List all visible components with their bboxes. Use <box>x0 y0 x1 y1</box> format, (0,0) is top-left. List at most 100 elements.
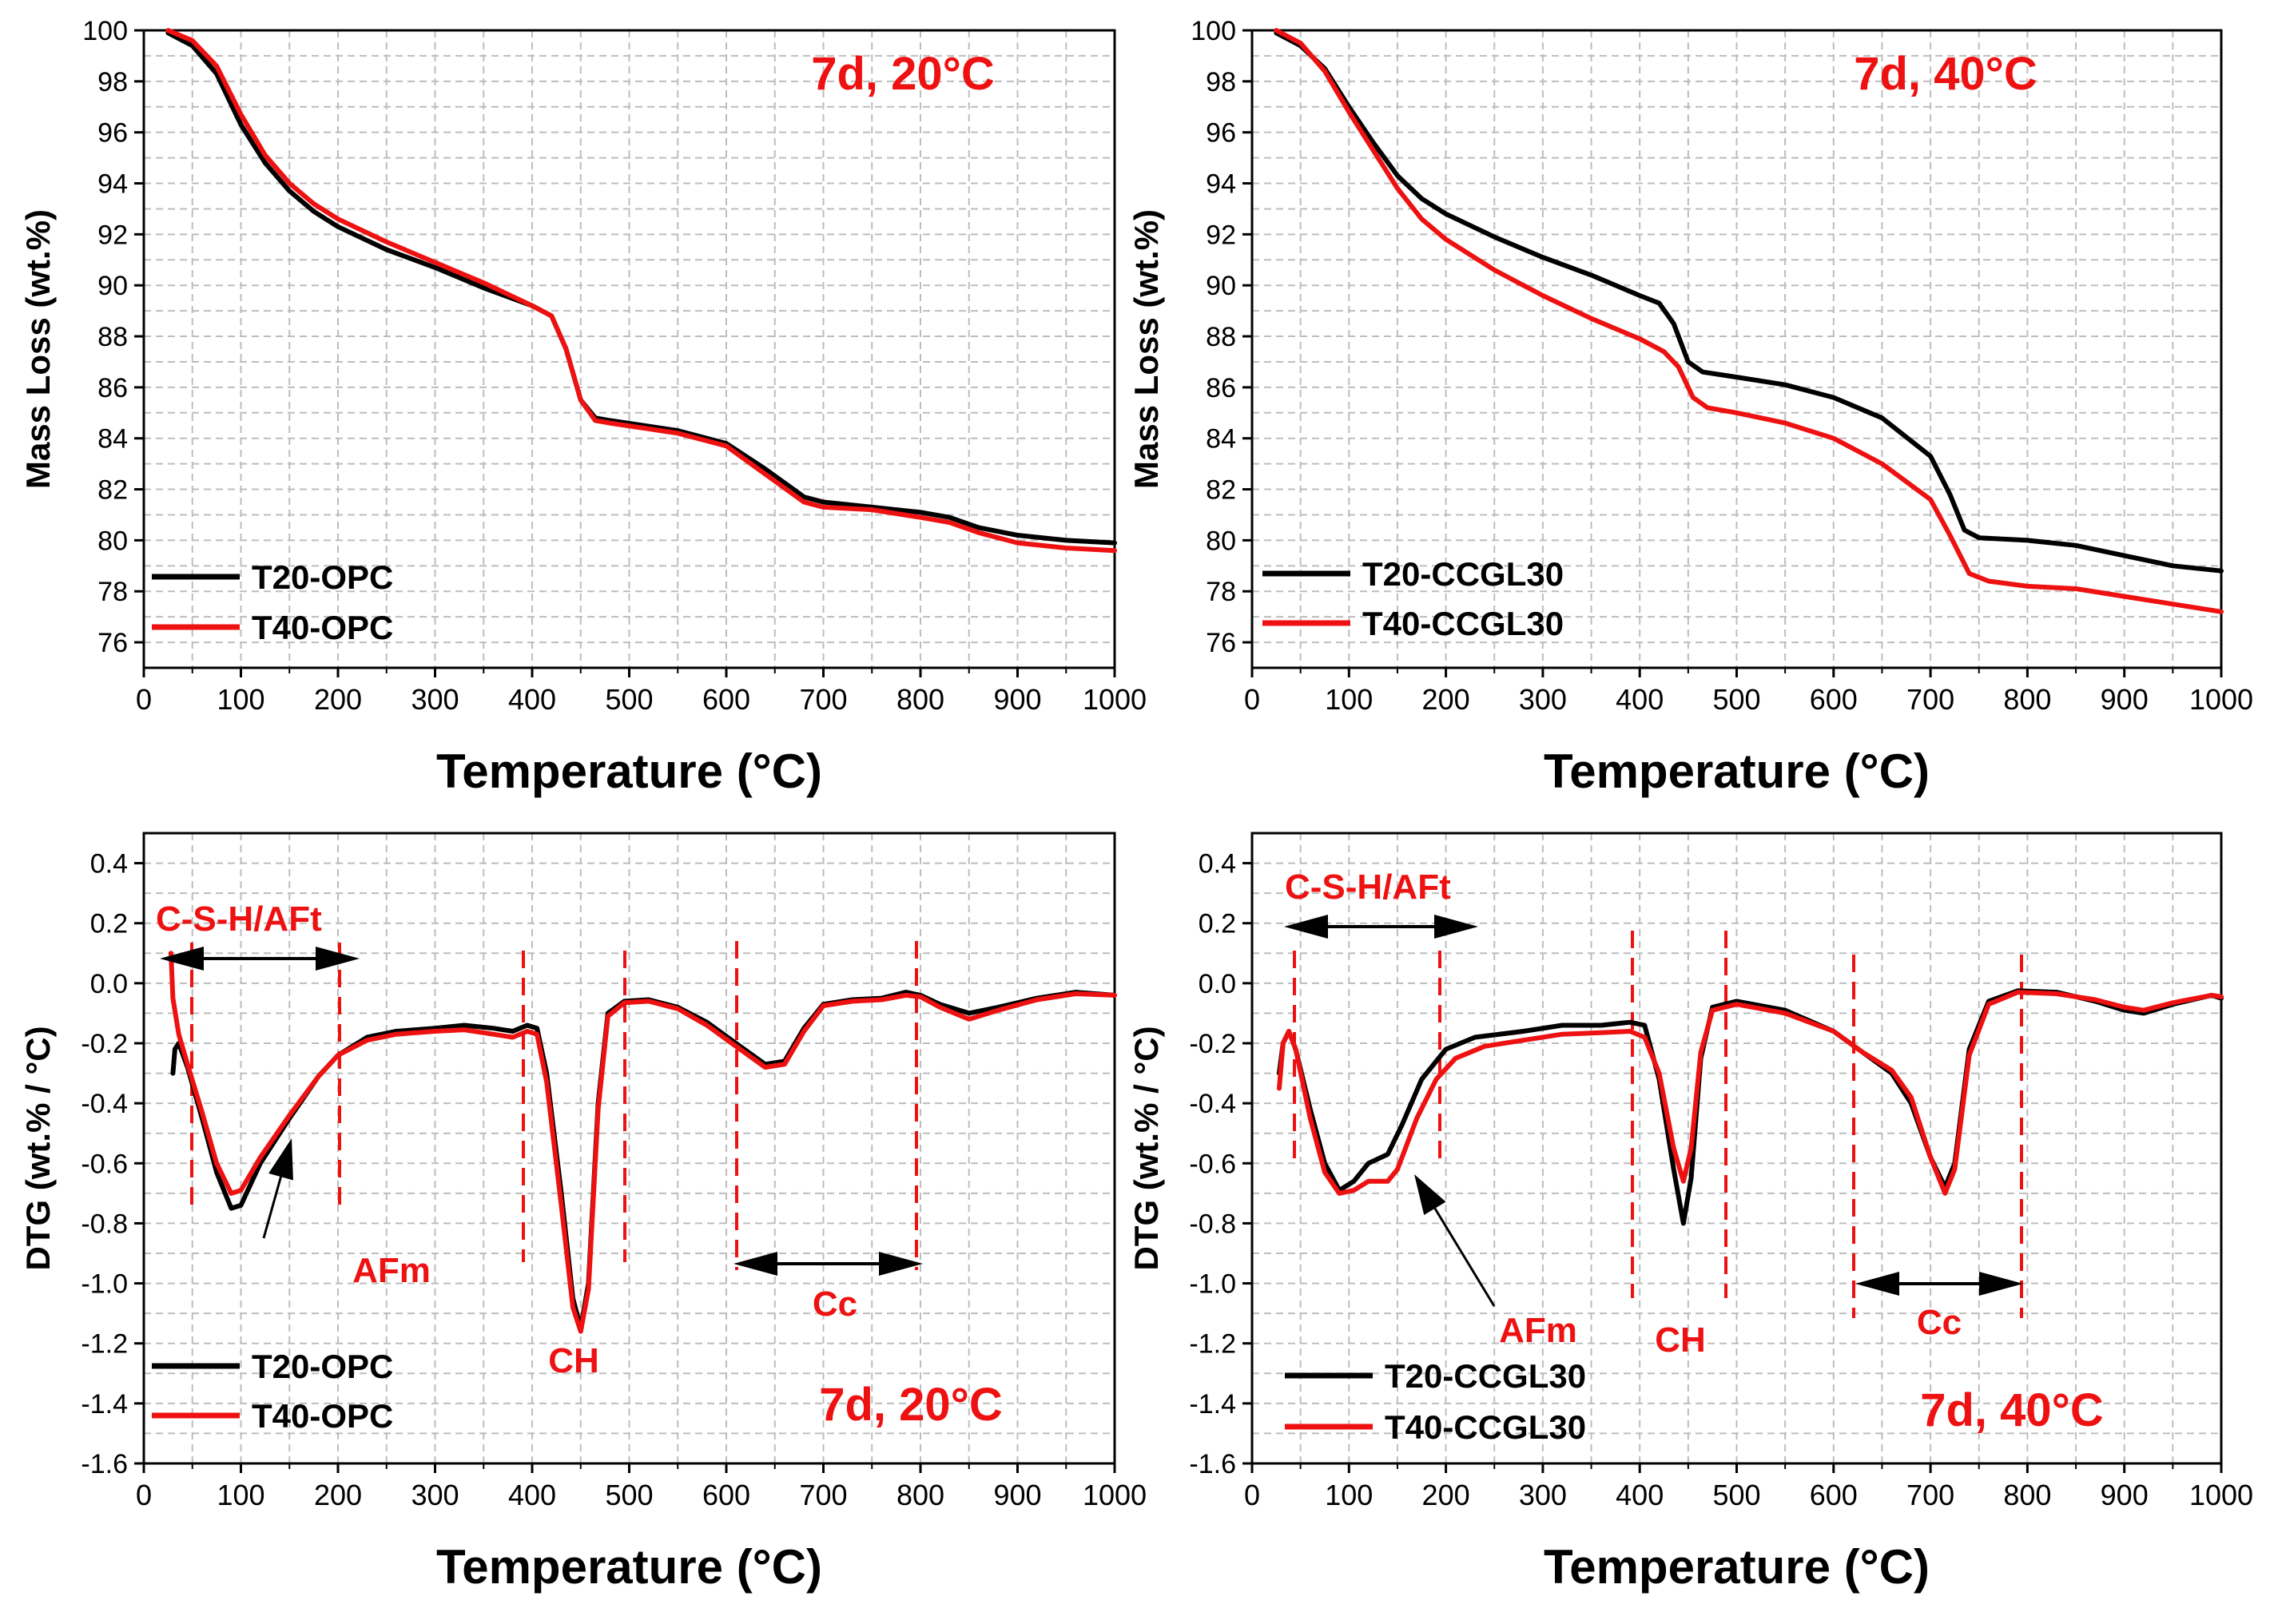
y-tick-label: 88 <box>97 322 128 352</box>
region-label: CH <box>548 1341 599 1380</box>
region-annotations <box>1293 931 2023 1318</box>
x-tick-label: 900 <box>2101 1479 2149 1511</box>
range-arrow-head <box>160 947 204 971</box>
y-tick-label: 100 <box>82 16 128 46</box>
y-tick-label: 82 <box>97 475 128 506</box>
series-group <box>1274 28 2224 614</box>
y-tick-label: -0.6 <box>81 1149 128 1179</box>
pointer-arrow-head <box>268 1138 293 1181</box>
range-arrow-head <box>316 947 360 971</box>
y-tick-label: 0.2 <box>1199 909 1236 939</box>
x-tick-label: 600 <box>702 1479 750 1511</box>
chart-panel-4: 0 100 200 300 400 500 600 700 800 900 1000 -1.6 -1.4… <box>1127 832 2253 1594</box>
series-line-t40-ccgl30 <box>1277 990 2224 1196</box>
region-label: CH <box>1655 1320 1706 1360</box>
y-tick-label: 78 <box>97 577 128 607</box>
chart-panel-2: 0 100 200 300 400 500 600 700 800 900 1000 76 78 80 82… <box>1127 16 2253 798</box>
legend: T20-CCGL30 T40-CCGL30 <box>1285 1357 1586 1446</box>
y-tick-label: 84 <box>97 424 128 455</box>
y-tick-label: 0.4 <box>1199 849 1236 880</box>
y-tick-label: 84 <box>1206 424 1236 455</box>
y-tick-label: -0.2 <box>81 1029 128 1059</box>
series-group <box>1277 988 2224 1226</box>
y-tick-label: 76 <box>1206 628 1236 658</box>
y-tick-label: 86 <box>97 373 128 403</box>
x-tick-label: 300 <box>411 683 459 716</box>
x-tick-label: 900 <box>2101 683 2149 716</box>
range-arrow-head <box>1855 1272 1899 1296</box>
y-axis-title: Mass Loss (wt.%) <box>19 209 57 489</box>
y-tick-label: 78 <box>1206 577 1236 607</box>
grid <box>144 30 1115 668</box>
y-tick-label: 0.2 <box>90 909 128 939</box>
x-tick-label: 400 <box>508 1479 556 1511</box>
y-tick-label: -0.6 <box>1189 1149 1236 1179</box>
condition-label: 7d, 40°C <box>1854 48 2037 100</box>
y-tick-label: -1.2 <box>1189 1329 1236 1360</box>
y-tick-label: 92 <box>97 220 128 250</box>
y-tick-label: 92 <box>1206 220 1236 250</box>
y-tick-label: 100 <box>1191 16 1236 46</box>
grid <box>1252 833 2221 1463</box>
range-arrow-head <box>1979 1272 2023 1296</box>
legend: T20-CCGL30 T40-CCGL30 <box>1262 555 1564 642</box>
legend-label: T20-CCGL30 <box>1362 555 1564 593</box>
chart-panel-1: 0 100 200 300 400 500 600 700 800 900 1000 76 78 80 82… <box>19 16 1147 798</box>
x-tick-label: 500 <box>1712 683 1760 716</box>
pointer-arrow-shaft <box>262 1176 282 1239</box>
x-tick-label: 900 <box>993 683 1041 716</box>
y-tick-label: 80 <box>1206 526 1236 556</box>
x-tick-label: 300 <box>1519 1479 1567 1511</box>
x-tick-label: 1000 <box>1083 1479 1147 1511</box>
range-arrow-head <box>1434 915 1478 939</box>
condition-label: 7d, 40°C <box>1920 1384 2104 1436</box>
x-tick-label: 400 <box>508 683 556 716</box>
x-tick-label: 100 <box>1325 1479 1373 1511</box>
region-label: AFm <box>1499 1311 1577 1350</box>
y-tick-label: -0.4 <box>1189 1089 1236 1119</box>
legend-label: T20-OPC <box>252 1348 393 1385</box>
range-arrow-head <box>879 1252 923 1276</box>
y-tick-label: -1.2 <box>81 1329 128 1360</box>
y-tick-label: 94 <box>97 169 128 200</box>
region-arrows: C-S-H/AFt Cc AFm CH <box>156 899 923 1380</box>
y-axis-title: Mass Loss (wt.%) <box>1127 209 1165 489</box>
x-tick-label: 400 <box>1616 1479 1664 1511</box>
x-tick-label: 600 <box>1810 683 1858 716</box>
legend-label: T20-OPC <box>252 558 393 596</box>
legend: T20-OPC T40-OPC <box>152 558 393 646</box>
y-tick-label: 0.4 <box>90 849 128 880</box>
x-tick-label: 700 <box>799 683 847 716</box>
y-tick-label: 94 <box>1206 169 1236 200</box>
y-tick-label: 82 <box>1206 475 1236 506</box>
x-tick-label: 800 <box>2003 683 2051 716</box>
x-tick-label: 300 <box>1519 683 1567 716</box>
x-axis-title: Temperature (°C) <box>1544 744 1930 798</box>
region-label: AFm <box>352 1251 431 1290</box>
y-axis-title: DTG (wt.% / °C) <box>19 1026 57 1270</box>
y-tick-label: 98 <box>97 67 128 97</box>
x-tick-label: 100 <box>217 683 264 716</box>
legend-label: T20-CCGL30 <box>1385 1357 1586 1395</box>
x-tick-label: 200 <box>1422 683 1470 716</box>
y-axis-title: DTG (wt.% / °C) <box>1127 1026 1165 1270</box>
condition-label: 7d, 20°C <box>819 1379 1003 1431</box>
range-arrow-head <box>1284 915 1328 939</box>
region-label: C-S-H/AFt <box>156 899 322 939</box>
x-tick-label: 900 <box>993 1479 1041 1511</box>
x-tick-label: 300 <box>411 1479 459 1511</box>
chart-panel-3: 0 100 200 300 400 500 600 700 800 900 1000 -1.6 -1.4… <box>19 832 1147 1594</box>
x-tick-label: 500 <box>605 683 653 716</box>
x-tick-label: 800 <box>896 683 944 716</box>
legend: T20-OPC T40-OPC <box>152 1348 393 1435</box>
y-tick-label: 86 <box>1206 373 1236 403</box>
y-tick-label: 0.0 <box>90 969 128 999</box>
x-tick-label: 800 <box>2003 1479 2051 1511</box>
region-label: C-S-H/AFt <box>1285 868 1451 907</box>
x-tick-label: 1000 <box>2189 1479 2253 1511</box>
x-tick-label: 200 <box>1422 1479 1470 1511</box>
series-group <box>169 951 1117 1334</box>
y-tick-label: 88 <box>1206 322 1236 352</box>
series-line-t20-ccgl30 <box>1274 30 2224 574</box>
legend-label: T40-CCGL30 <box>1385 1408 1586 1446</box>
